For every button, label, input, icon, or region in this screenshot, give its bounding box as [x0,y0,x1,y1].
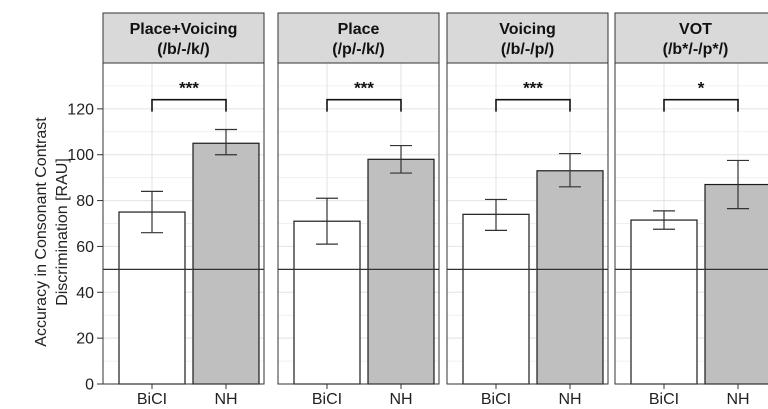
panel-title-line-2: (/p/-/k/) [332,41,384,58]
significance-bracket [663,98,739,112]
x-tick-label: BiCI [649,391,679,408]
x-tick-label: BiCI [312,391,342,408]
panel: Place+Voicing (/b/-/k/) *** BiCI NH [102,12,265,408]
panel-strip [446,12,609,64]
significance-label: *** [523,79,543,98]
y-tick-label: 100 [67,147,94,164]
y-tick-label: 20 [76,331,94,348]
y-axis: 0 20 40 60 80 100 120 [67,101,103,394]
panel-title-line-1: Place [338,21,380,38]
panel-title-line-1: VOT [679,21,712,38]
panel-title-line-1: Voicing [499,21,556,38]
x-tick-label: BiCI [481,391,511,408]
x-tick-label: NH [726,391,749,408]
panel-border [614,62,768,385]
panel: Place (/p/-/k/) *** BiCI NH [277,12,440,408]
y-tick-label: 80 [76,193,94,210]
y-tick-label: 120 [67,101,94,118]
x-tick-label: NH [558,391,581,408]
panel-title-line-2: (/b*/-/p*/) [663,41,729,58]
y-axis-title-line-1: Accuracy in Consonant Contrast [33,117,50,347]
y-axis-title: Accuracy in Consonant Contrast Discrimin… [33,117,71,347]
bar [630,219,698,385]
x-tick-label: NH [389,391,412,408]
bar [536,170,604,385]
significance-bracket [326,98,402,112]
panel-border [446,62,609,385]
x-tick-label: NH [214,391,237,408]
y-tick-label: 0 [85,377,94,394]
bar [462,213,530,385]
bar [192,142,260,385]
y-axis-title-line-2: Discrimination [RAU] [54,158,71,306]
bar [118,211,186,385]
panel-title-line-2: (/b/-/p/) [501,41,554,58]
significance-label: * [698,79,705,98]
significance-label: *** [354,79,374,98]
panel-title-line-1: Place+Voicing [130,21,238,38]
significance-bracket [151,98,227,112]
bar [293,220,361,385]
y-tick-label: 60 [76,239,94,256]
bar [704,183,768,385]
significance-label: *** [179,79,199,98]
panel-strip [614,12,768,64]
bar [367,158,435,385]
significance-bracket [495,98,571,112]
panel-title-line-2: (/b/-/k/) [157,41,209,58]
panel: Voicing (/b/-/p/) *** BiCI NH [446,12,609,408]
y-tick-label: 40 [76,285,94,302]
panel-border [102,62,265,385]
panels: Place+Voicing (/b/-/k/) *** BiCI NH Place (/p/… [102,12,768,408]
x-tick-label: BiCI [137,391,167,408]
panel: VOT (/b*/-/p*/) * BiCI NH [614,12,768,408]
panel-border [277,62,440,385]
